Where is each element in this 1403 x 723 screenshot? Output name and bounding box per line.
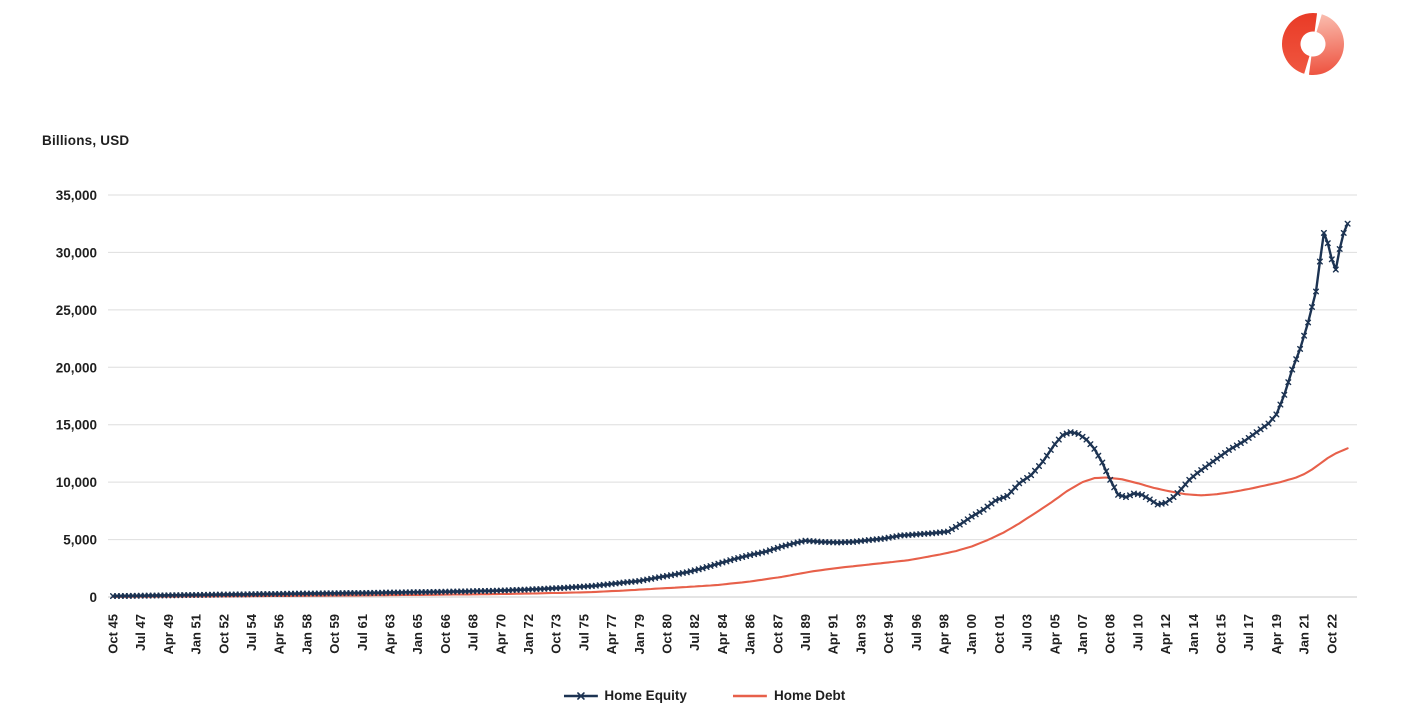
- x-axis-tick-label: Jul 17: [1241, 614, 1256, 651]
- y-axis-tick-label: 5,000: [63, 533, 97, 548]
- x-axis-tick-label: Oct 73: [549, 614, 564, 654]
- x-axis-tick-label: Oct 59: [327, 614, 342, 654]
- y-axis-tick-label: 15,000: [56, 418, 97, 433]
- x-axis-tick-label: Jul 96: [909, 614, 924, 651]
- x-axis-tick-label: Jan 86: [743, 614, 758, 654]
- x-axis-tick-label: Apr 63: [383, 614, 398, 654]
- logo-left-half: [1281, 13, 1318, 74]
- logo-right-half: [1308, 14, 1345, 75]
- x-axis-tick-label: Apr 70: [493, 614, 508, 654]
- y-axis-tick-label: 10,000: [56, 475, 97, 490]
- x-axis-tick-label: Oct 87: [770, 614, 785, 654]
- x-axis-tick-label: Jul 61: [355, 614, 370, 651]
- home-debt-swatch-icon: [732, 694, 767, 697]
- x-axis-tick-label: Jan 65: [410, 614, 425, 654]
- x-axis-tick-label: Oct 66: [438, 614, 453, 654]
- x-axis-tick-label: Apr 19: [1269, 614, 1284, 654]
- x-axis-tick-label: Apr 91: [826, 614, 841, 654]
- legend-item-home-debt: Home Debt: [732, 688, 846, 703]
- x-axis-tick-label: Jul 10: [1130, 614, 1145, 651]
- x-axis-tick-label: Oct 22: [1324, 614, 1339, 654]
- legend-item-home-equity: Home Equity: [563, 688, 687, 703]
- x-axis-tick-label: Jan 93: [853, 614, 868, 654]
- brand-logo-icon: [1281, 13, 1345, 75]
- x-axis-tick-label: Jul 54: [244, 613, 259, 651]
- x-axis-tick-label: Jul 47: [133, 614, 148, 651]
- y-axis-tick-label: 20,000: [56, 360, 97, 375]
- legend-label: Home Equity: [604, 688, 687, 703]
- x-axis-tick-label: Jul 89: [798, 614, 813, 651]
- x-axis-tick-label: Apr 49: [161, 614, 176, 654]
- x-axis-tick-label: Jan 58: [299, 614, 314, 654]
- legend-label: Home Debt: [773, 688, 846, 703]
- home-equity-line: [111, 222, 1349, 598]
- x-axis-tick-label: Apr 05: [1047, 614, 1062, 654]
- x-axis-tick-label: Apr 84: [715, 613, 730, 654]
- x-axis-tick-label: Jan 51: [189, 614, 204, 654]
- x-axis-tick-label: Jan 14: [1186, 613, 1201, 654]
- x-axis-tick-label: Jul 03: [1020, 614, 1035, 651]
- x-axis-tick-label: Jul 82: [687, 614, 702, 651]
- x-axis-tick-label: Apr 77: [604, 614, 619, 654]
- x-axis-tick-label: Jan 72: [521, 614, 536, 654]
- x-axis-tick-label: Jan 21: [1297, 614, 1312, 654]
- home-equity-swatch-icon: [563, 691, 598, 700]
- x-axis-tick-label: Apr 12: [1158, 614, 1173, 654]
- y-axis-tick-label: 0: [89, 590, 97, 605]
- home-debt-line: [111, 447, 1349, 598]
- y-axis-tick-label: 35,000: [56, 188, 97, 203]
- x-axis-tick-label: Oct 52: [216, 614, 231, 654]
- y-axis-tick-label: 30,000: [56, 245, 97, 260]
- x-axis-tick-label: Apr 98: [937, 614, 952, 654]
- x-axis-tick-label: Jan 00: [964, 614, 979, 654]
- x-axis-tick-label: Apr 56: [272, 614, 287, 654]
- x-axis-tick-label: Jul 68: [466, 614, 481, 651]
- home-equity-markers: [110, 220, 1351, 600]
- x-axis-tick-label: Oct 45: [106, 614, 121, 654]
- x-axis-tick-label: Oct 80: [660, 614, 675, 654]
- x-axis-tick-label: Oct 15: [1214, 614, 1229, 654]
- x-axis-tick-label: Jul 75: [576, 614, 591, 651]
- x-axis-tick-label: Oct 94: [881, 613, 896, 654]
- x-axis-tick-label: Oct 01: [992, 614, 1007, 654]
- x-axis-tick-label: Jan 79: [632, 614, 647, 654]
- y-axis-tick-label: 25,000: [56, 303, 97, 318]
- x-axis-tick-label: Oct 08: [1103, 614, 1118, 654]
- chart-legend: Home Equity Home Debt: [563, 688, 845, 703]
- x-axis-tick-label: Jan 07: [1075, 614, 1090, 654]
- y-axis-units-label: Billions, USD: [42, 133, 130, 148]
